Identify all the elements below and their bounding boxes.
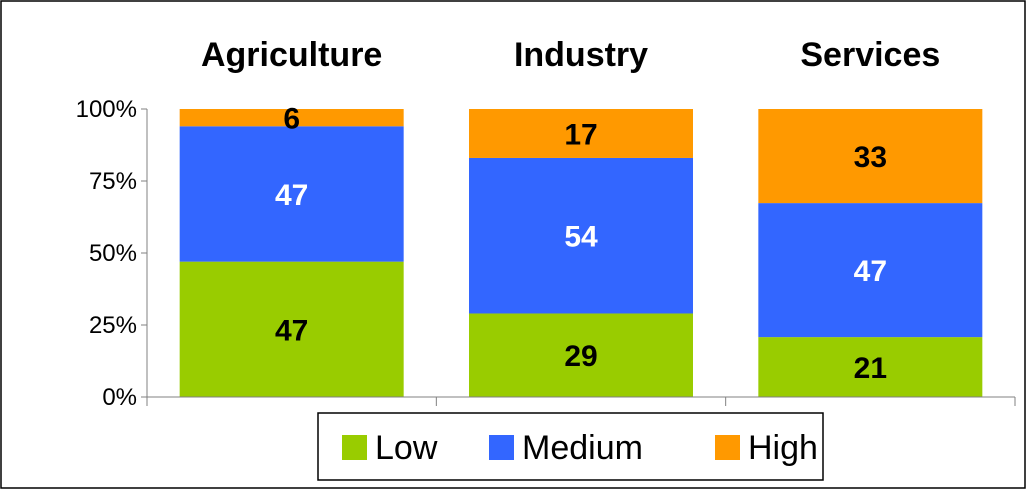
category-title-services: Services xyxy=(800,36,940,74)
legend-swatch-low xyxy=(342,435,367,460)
category-title-industry: Industry xyxy=(514,36,648,74)
data-label-services-medium: 47 xyxy=(854,255,887,288)
y-tick-label: 0% xyxy=(102,384,137,411)
category-title-agriculture: Agriculture xyxy=(201,36,382,74)
y-tick-label: 50% xyxy=(89,240,137,267)
data-labels: 47 47 6 29 54 17 21 47 33 xyxy=(275,103,887,385)
bar-services-low xyxy=(758,337,983,397)
y-tick-label: 75% xyxy=(89,168,137,195)
data-label-agriculture-high: 6 xyxy=(283,103,300,136)
data-label-agriculture-low: 47 xyxy=(275,314,308,347)
bar-services-medium xyxy=(758,203,983,338)
bar-industry-low xyxy=(469,313,693,397)
data-label-industry-medium: 54 xyxy=(564,221,598,254)
legend-swatch-high xyxy=(715,435,740,460)
data-label-industry-high: 17 xyxy=(564,118,597,151)
legend-label-low: Low xyxy=(375,429,438,467)
data-label-industry-low: 29 xyxy=(564,340,597,373)
y-axis: 0% 25% 50% 75% 100% xyxy=(76,96,1016,411)
data-label-services-low: 21 xyxy=(854,352,887,385)
bar-agriculture-medium xyxy=(179,126,404,262)
bar-industry-high xyxy=(469,109,693,158)
bar-agriculture-low xyxy=(179,261,404,397)
y-tick-label: 25% xyxy=(89,312,137,339)
legend-label-medium: Medium xyxy=(522,429,643,467)
category-titles: Agriculture Industry Services xyxy=(201,36,940,74)
data-label-services-high: 33 xyxy=(854,141,887,174)
data-label-agriculture-medium: 47 xyxy=(275,179,308,212)
bar-industry-medium xyxy=(469,157,693,314)
bar-agriculture-high xyxy=(179,109,404,127)
y-tick-label: 100% xyxy=(76,96,137,123)
legend: Low Medium High xyxy=(317,412,824,481)
bar-services-high xyxy=(758,109,983,204)
bars xyxy=(179,109,983,397)
legend-label-high: High xyxy=(748,429,818,467)
legend-swatch-medium xyxy=(489,435,514,460)
